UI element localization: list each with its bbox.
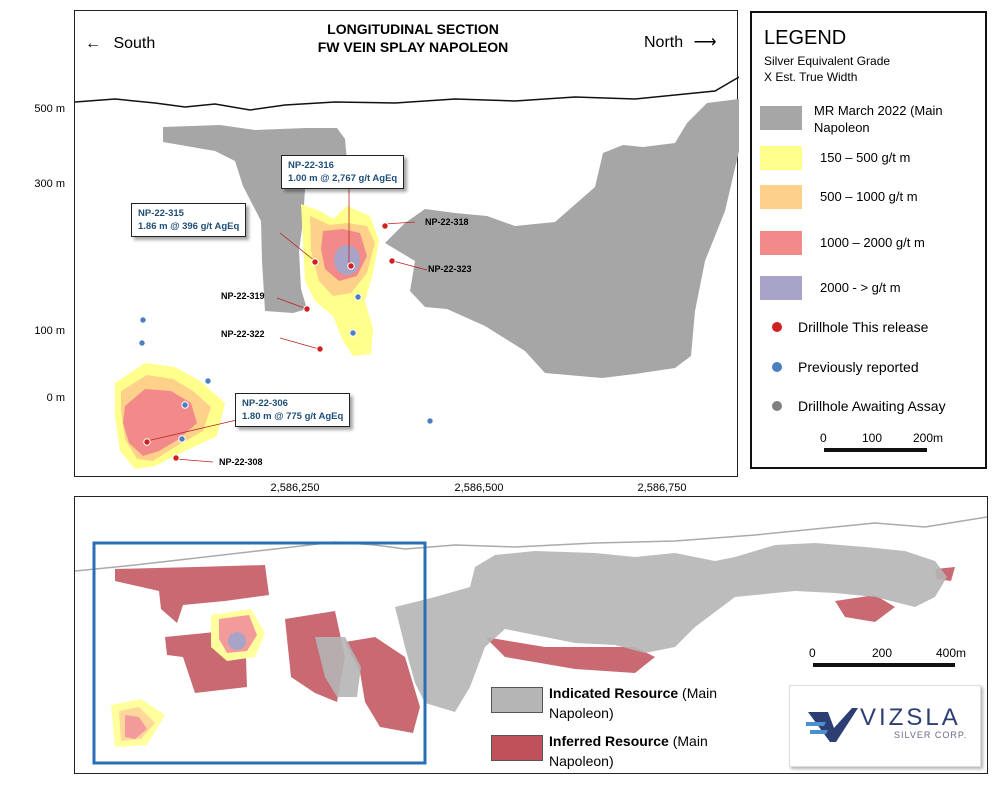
grade-2000-plus-upper [334, 245, 360, 275]
callout-np-22-316: NP-22-316 1.00 m @ 2,767 g/t AgEq [281, 155, 405, 189]
callout-315-id: NP-22-315 [138, 208, 184, 219]
swatch-150-500 [760, 146, 802, 170]
inferred-bold: Inferred Resource [549, 733, 669, 749]
vizsla-logo: VIZSLA SILVER CORP. [789, 685, 981, 767]
dot-awaiting-assay-icon [772, 401, 782, 411]
north-label: North [644, 34, 684, 51]
topography-line [75, 76, 739, 111]
map-title-line2: FW VEIN SPLAY NAPOLEON [317, 39, 509, 55]
main-resource-area-right [385, 99, 739, 378]
legend-subtitle-line2: X Est. True Width [764, 70, 858, 84]
area-of-focus-box [92, 541, 427, 765]
map-title-line1: LONGITUDINAL SECTION [327, 21, 499, 37]
resource-overview-panel: 0 200 400m Indicated Resource (Main Napo… [74, 496, 988, 774]
bottom-topography-line [75, 516, 987, 572]
swatch-mr-march-2022 [760, 106, 802, 130]
callout-np-22-315: NP-22-315 1.86 m @ 396 g/t AgEq [131, 203, 247, 237]
dot-this-release-icon [772, 322, 782, 332]
swatch-2000-plus [760, 276, 802, 300]
inferred-line2: Napoleon) [549, 753, 614, 769]
drillhole-np-22-322 [316, 345, 324, 353]
legend-item-mr-line2: Napoleon [814, 120, 870, 135]
indicated-resource-areas [315, 543, 947, 712]
indicated-line2: Napoleon) [549, 705, 614, 721]
leader-lines [146, 186, 428, 463]
inferred-swatch [491, 735, 543, 761]
south-label: South [113, 35, 156, 52]
drillhole-np-22-323 [388, 257, 396, 265]
section-map-panel: LONGITUDINAL SECTION FW VEIN SPLAY NAPOL… [74, 10, 739, 477]
drillhole-np-22-315 [311, 258, 319, 266]
legend-item-1000-2000: 1000 – 2000 g/t m [820, 235, 925, 250]
label-np-22-323: NP-22-323 [428, 264, 472, 274]
label-np-22-308: NP-22-308 [219, 457, 263, 467]
bottom-scale-tick-0: 0 [809, 646, 816, 660]
swatch-500-1000 [760, 185, 802, 209]
y-label-300: 300 m [34, 178, 65, 190]
callout-306-id: NP-22-306 [242, 398, 288, 409]
y-label-100: 100 m [34, 325, 65, 337]
arrow-left-icon: ← [85, 35, 101, 52]
legend-scale-bar: 0 100 200m [820, 431, 960, 461]
legend-scale-tick-200: 200m [913, 431, 944, 445]
legend-title: LEGEND [764, 27, 847, 49]
section-map-drawing [75, 76, 739, 469]
inferred-resource-label: Inferred Resource (Main Napoleon) [549, 731, 708, 771]
legend-item-500-1000: 500 – 1000 g/t m [820, 189, 918, 204]
arrow-right-icon: ⟶ [693, 34, 717, 51]
legend-panel: LEGEND Silver Equivalent Grade X Est. Tr… [750, 11, 987, 469]
upper-2000-plus-zone [228, 632, 246, 650]
map-title: LONGITUDINAL SECTION FW VEIN SPLAY NAPOL… [263, 21, 563, 55]
x-label-2: 2,586,500 [454, 482, 504, 494]
drillhole-np-22-318 [381, 222, 389, 230]
legend-item-2000-plus: 2000 - > g/t m [820, 280, 901, 295]
bottom-scale-line [813, 663, 955, 667]
callout-315-value: 1.86 m @ 396 g/t AgEq [138, 221, 240, 232]
drillhole-np-22-316 [347, 262, 355, 270]
legend-scale-tick-100: 100 [862, 431, 883, 445]
callout-np-22-306: NP-22-306 1.80 m @ 775 g/t AgEq [235, 393, 351, 427]
resource-overview-drawing [75, 516, 987, 765]
north-direction: North ⟶ [644, 32, 717, 52]
label-np-22-322: NP-22-322 [221, 329, 265, 339]
x-label-3: 2,586,750 [637, 482, 687, 494]
drillhole-np-22-306 [143, 438, 151, 446]
legend-item-mr-march-2022: MR March 2022 (Main Napoleon [814, 102, 943, 136]
label-np-22-319: NP-22-319 [221, 291, 265, 301]
legend-item-mr-line1: MR March 2022 (Main [814, 103, 943, 118]
drillhole-np-22-319 [303, 305, 311, 313]
y-label-500: 500 m [34, 103, 65, 115]
y-label-0: 0 m [46, 392, 65, 404]
logo-line2: SILVER CORP. [894, 730, 968, 740]
dot-previously-reported-icon [772, 362, 782, 372]
drillhole-np-22-308 [172, 454, 180, 462]
indicated-swatch [491, 687, 543, 713]
bottom-scale-tick-400: 400m [936, 646, 967, 660]
indicated-bold: Indicated Resource [549, 685, 679, 701]
indicated-resource-label: Indicated Resource (Main Napoleon) [549, 683, 717, 723]
label-np-22-318: NP-22-318 [425, 217, 469, 227]
south-direction: ← South [85, 35, 155, 53]
callout-306-value: 1.80 m @ 775 g/t AgEq [242, 411, 344, 422]
callout-316-value: 1.00 m @ 2,767 g/t AgEq [288, 173, 398, 184]
legend-awaiting-assay: Drillhole Awaiting Assay [798, 398, 946, 414]
legend-drillhole-this-release: Drillhole This release [798, 319, 929, 335]
legend-previously-reported: Previously reported [798, 359, 919, 375]
swatch-1000-2000 [760, 231, 802, 255]
logo-line1: VIZSLA [860, 704, 961, 731]
legend-subtitle: Silver Equivalent Grade X Est. True Widt… [764, 53, 890, 85]
legend-subtitle-line1: Silver Equivalent Grade [764, 54, 891, 68]
legend-item-150-500: 150 – 500 g/t m [820, 150, 911, 165]
legend-scale-tick-0: 0 [820, 431, 827, 445]
legend-scale-line [824, 448, 927, 452]
callout-316-id: NP-22-316 [288, 160, 334, 171]
inferred-rest: (Main [668, 733, 708, 749]
vizsla-v-icon [806, 708, 858, 742]
drillholes-this-release [143, 222, 396, 462]
x-label-1: 2,586,250 [270, 482, 320, 494]
drillholes-previously-reported [138, 293, 434, 443]
bottom-scale-tick-200: 200 [872, 646, 893, 660]
indicated-rest: (Main [678, 685, 718, 701]
